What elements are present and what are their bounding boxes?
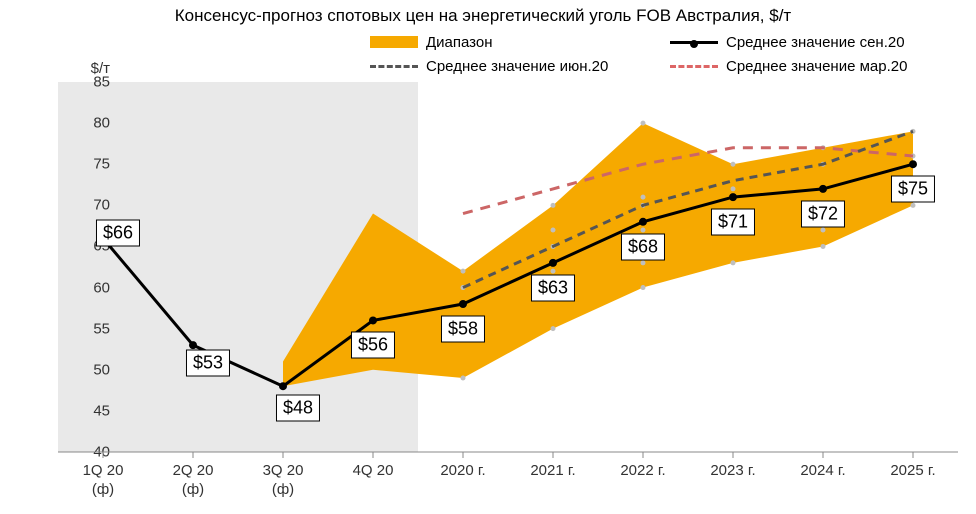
sep20-marker xyxy=(459,300,467,308)
scatter-point xyxy=(551,326,556,331)
x-tick-label: 2020 г. xyxy=(418,462,508,481)
sep20-marker xyxy=(369,316,377,324)
value-label: $63 xyxy=(531,274,575,301)
legend-item-sep20: Среднее значение сен.20 xyxy=(670,34,930,51)
scatter-point xyxy=(461,376,466,381)
scatter-point xyxy=(551,203,556,208)
scatter-point xyxy=(821,228,826,233)
legend: Диапазон Среднее значение сен.20 Среднее… xyxy=(370,30,966,78)
x-tick-label: 4Q 20 xyxy=(328,462,418,481)
legend-swatch-line-black xyxy=(670,41,718,44)
legend-item-mar20: Среднее значение мар.20 xyxy=(670,58,930,75)
legend-item-jun20: Среднее значение июн.20 xyxy=(370,58,630,75)
scatter-point xyxy=(731,186,736,191)
legend-swatch-line-red xyxy=(670,65,718,68)
scatter-point xyxy=(641,228,646,233)
x-tick-label: 2022 г. xyxy=(598,462,688,481)
legend-label-jun20: Среднее значение июн.20 xyxy=(426,58,608,75)
x-tick-label: 2Q 20(ф) xyxy=(148,462,238,500)
value-label: $66 xyxy=(96,220,140,247)
legend-swatch-line-gray xyxy=(370,65,418,68)
value-label: $56 xyxy=(351,332,395,359)
legend-item-range: Диапазон xyxy=(370,34,630,51)
scatter-point xyxy=(641,195,646,200)
chart-title: Консенсус-прогноз спотовых цен на энерге… xyxy=(0,6,966,26)
scatter-point xyxy=(911,203,916,208)
sep20-marker xyxy=(279,382,287,390)
sep20-marker xyxy=(729,193,737,201)
scatter-point xyxy=(821,244,826,249)
value-label: $48 xyxy=(276,395,320,422)
scatter-point xyxy=(641,121,646,126)
plot-area: $/т 404550556065707580851Q 20(ф)2Q 20(ф)… xyxy=(58,82,958,452)
x-tick-label: 2025 г. xyxy=(868,462,958,481)
chart-svg xyxy=(58,82,958,452)
value-label: $71 xyxy=(711,209,755,236)
scatter-point xyxy=(461,269,466,274)
legend-label-range: Диапазон xyxy=(426,34,493,51)
scatter-point xyxy=(731,162,736,167)
sep20-marker xyxy=(549,259,557,267)
sep20-marker xyxy=(909,160,917,168)
value-label: $75 xyxy=(891,176,935,203)
value-label: $68 xyxy=(621,233,665,260)
legend-label-mar20: Среднее значение мар.20 xyxy=(726,58,907,75)
scatter-point xyxy=(641,285,646,290)
sep20-marker xyxy=(189,341,197,349)
x-tick-label: 1Q 20(ф) xyxy=(58,462,148,500)
x-tick-label: 2024 г. xyxy=(778,462,868,481)
sep20-marker xyxy=(639,218,647,226)
sep20-marker xyxy=(819,185,827,193)
scatter-point xyxy=(551,228,556,233)
value-label: $72 xyxy=(801,200,845,227)
value-label: $53 xyxy=(186,350,230,377)
scatter-point xyxy=(731,260,736,265)
chart-container: Консенсус-прогноз спотовых цен на энерге… xyxy=(0,0,976,514)
x-tick-label: 2023 г. xyxy=(688,462,778,481)
scatter-point xyxy=(641,260,646,265)
legend-swatch-area xyxy=(370,36,418,48)
value-label: $58 xyxy=(441,316,485,343)
x-tick-label: 2021 г. xyxy=(508,462,598,481)
scatter-point xyxy=(551,269,556,274)
x-tick-label: 3Q 20(ф) xyxy=(238,462,328,500)
legend-label-sep20: Среднее значение сен.20 xyxy=(726,34,905,51)
